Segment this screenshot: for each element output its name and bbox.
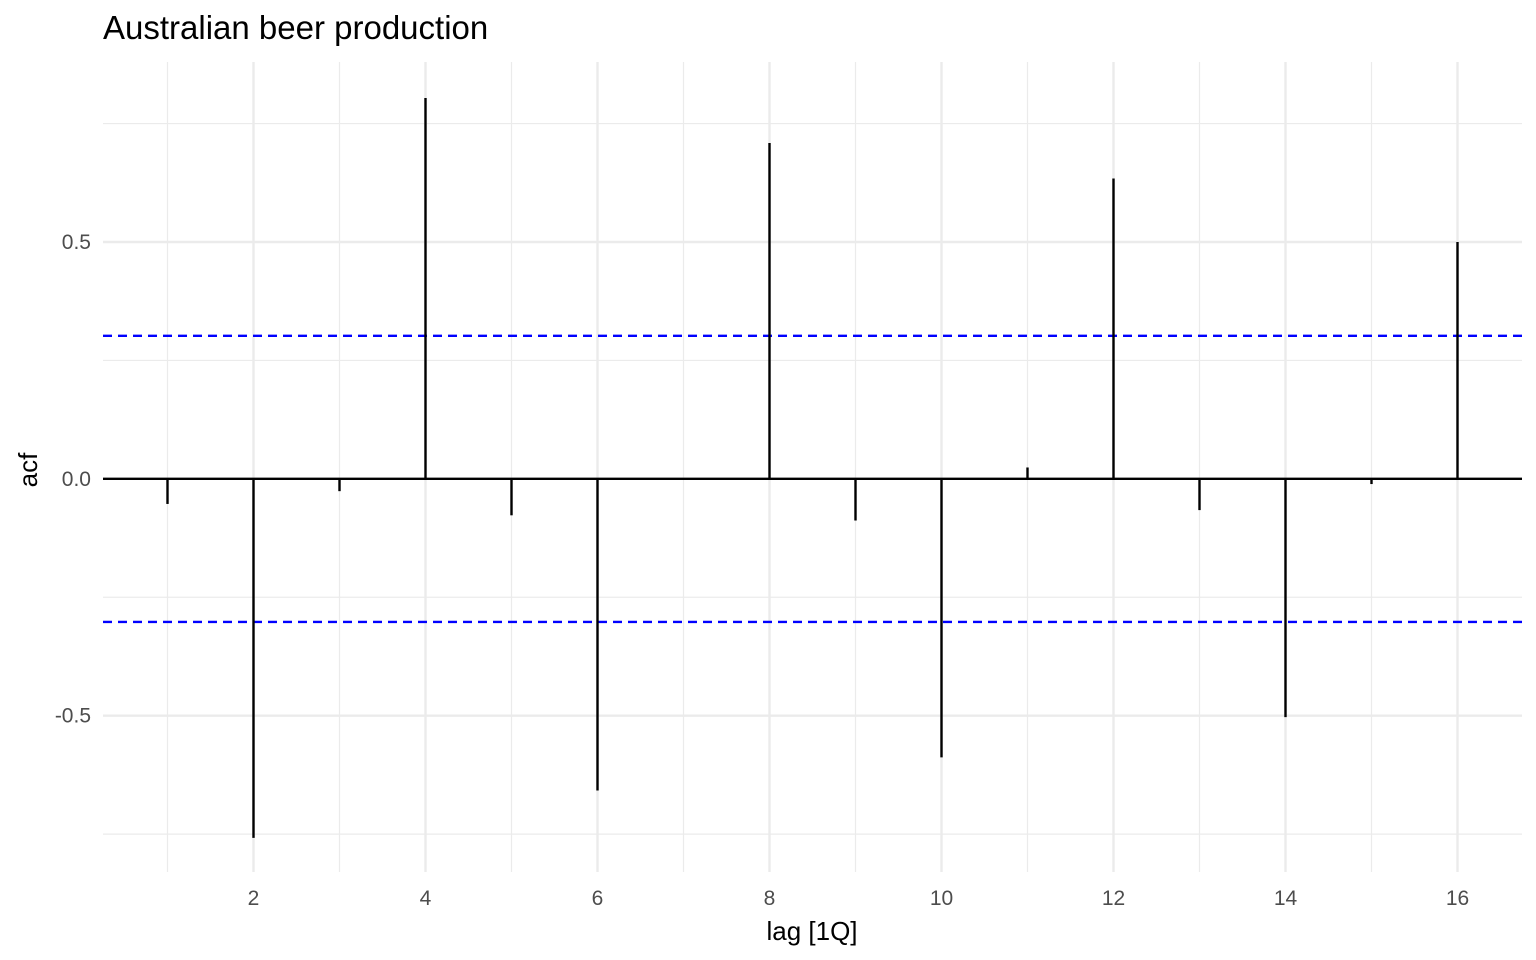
x-tick-label: 10 [930, 887, 953, 910]
x-tick-label: 12 [1102, 887, 1125, 910]
grid-lines [103, 62, 1522, 872]
y-axis-ticks: -0.5 0.0 0.5 [55, 231, 91, 728]
x-axis-title: lag [1Q] [766, 916, 857, 946]
x-tick-label: 4 [420, 887, 432, 910]
x-tick-label: 2 [248, 887, 260, 910]
y-tick-label: -0.5 [55, 705, 91, 728]
x-tick-label: 16 [1446, 887, 1469, 910]
y-tick-label: 0.5 [62, 231, 91, 254]
x-tick-label: 14 [1274, 887, 1298, 910]
x-tick-label: 6 [592, 887, 604, 910]
y-tick-label: 0.0 [62, 468, 91, 491]
y-axis-title: acf [13, 452, 43, 487]
acf-bars [166, 98, 1459, 838]
x-axis-ticks: 2 4 6 8 10 12 14 16 [248, 887, 1470, 910]
chart-title: Australian beer production [103, 9, 488, 46]
confidence-bounds [103, 334, 1522, 624]
x-tick-label: 8 [764, 887, 776, 910]
